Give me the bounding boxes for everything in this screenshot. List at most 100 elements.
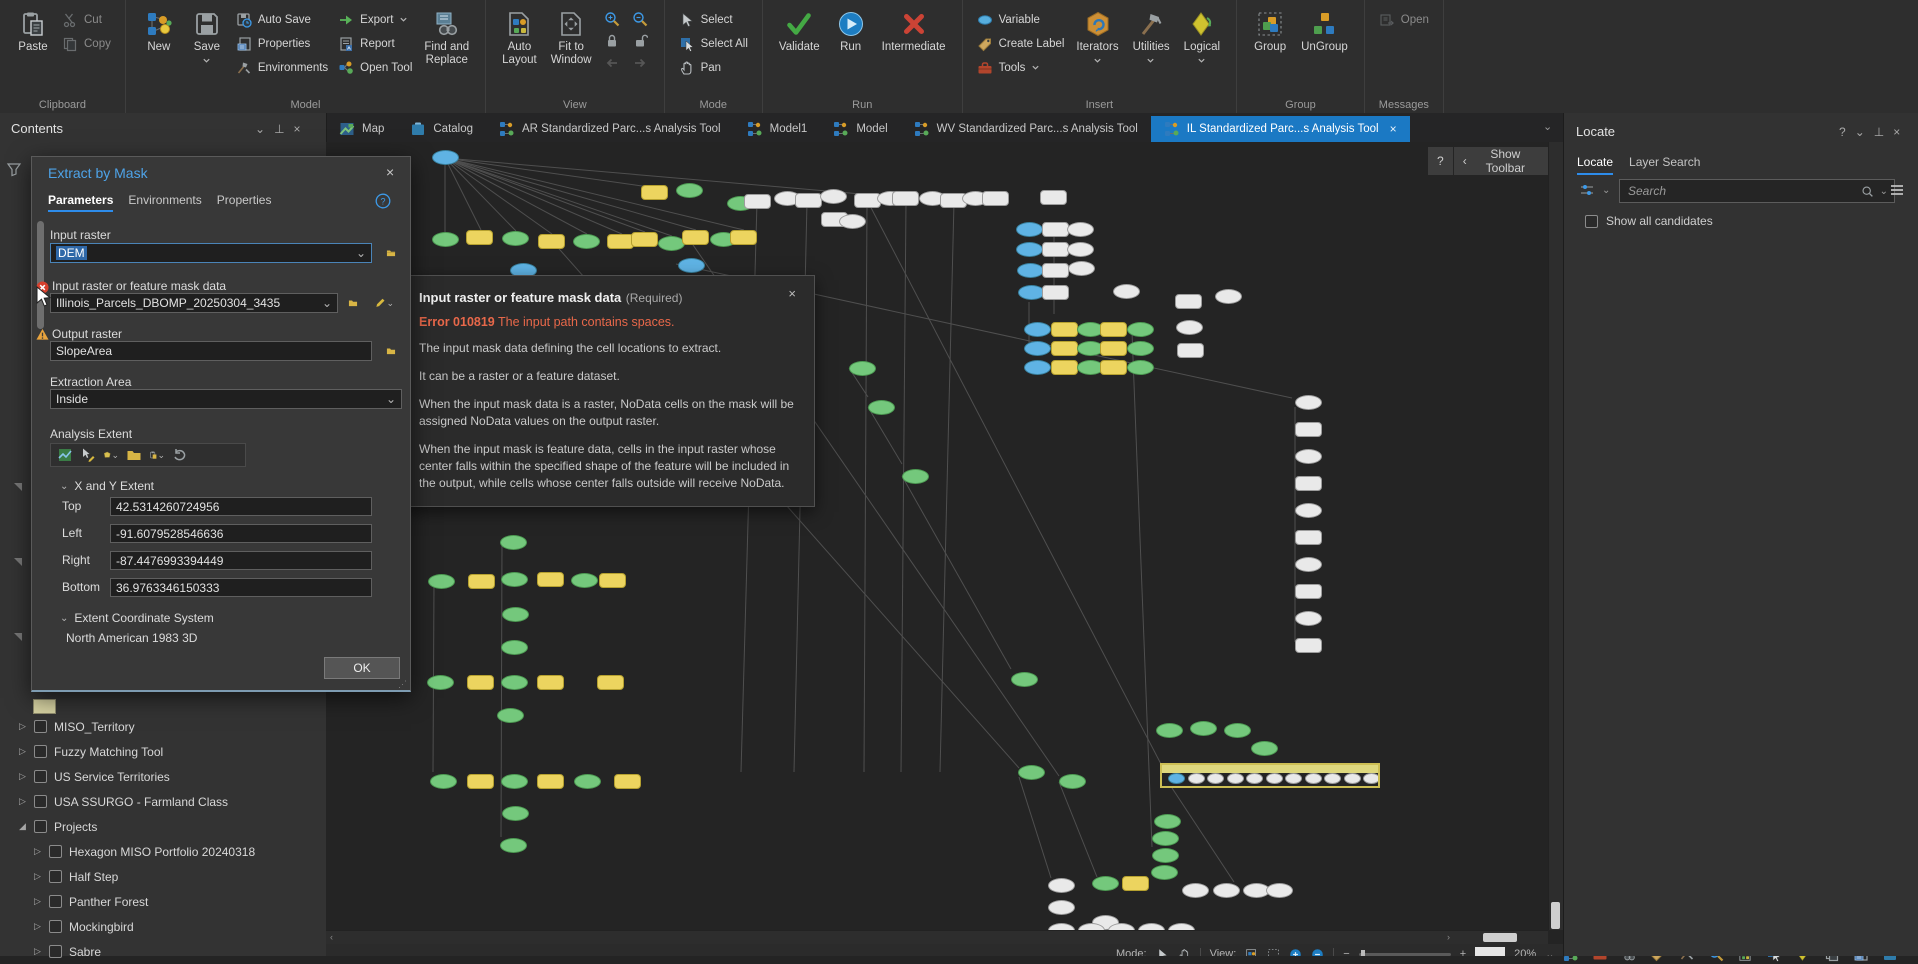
model-output-node[interactable] <box>497 708 524 723</box>
select-mode-icon[interactable] <box>1156 948 1169 956</box>
search-settings-icon[interactable] <box>1579 182 1595 198</box>
model-variable-node[interactable] <box>1016 222 1043 237</box>
model-output-node[interactable] <box>1251 741 1278 756</box>
model-unready-node[interactable] <box>1067 222 1094 237</box>
model-output-node[interactable] <box>502 231 529 246</box>
model-unready-node[interactable] <box>1226 773 1244 784</box>
tab-model1[interactable]: Model1 <box>734 116 821 142</box>
dialog-help-icon[interactable]: ? <box>375 193 391 209</box>
search-input[interactable] <box>1626 183 1855 199</box>
model-unready-node[interactable] <box>1042 263 1069 278</box>
tab-il-standardized-parc-s-analysis-tool[interactable]: IL Standardized Parc...s Analysis Tool × <box>1150 116 1410 142</box>
model-unready-node[interactable] <box>1042 242 1069 257</box>
model-output-node[interactable] <box>428 574 455 589</box>
model-output-node[interactable] <box>430 774 457 789</box>
model-output-node[interactable] <box>501 572 528 587</box>
extent-polygon-icon[interactable]: ⌄ <box>103 447 119 463</box>
zoomout-button[interactable] <box>630 10 652 28</box>
model-output-node[interactable] <box>502 806 529 821</box>
auto-layout-mini-icon[interactable] <box>1245 948 1258 956</box>
browse-folder-icon[interactable] <box>380 243 402 263</box>
tree-collapsed-icon[interactable]: ▷ <box>19 746 26 756</box>
model-unready-node[interactable] <box>1042 222 1069 237</box>
tab-ar-standardized-parc-s-analysis-tool[interactable]: AR Standardized Parc...s Analysis Tool <box>486 116 734 142</box>
ungroup-button[interactable]: UnGroup <box>1297 7 1352 56</box>
mask-combo[interactable]: Illinois_Parcels_DBOMP_20250304_3435 ⌄ <box>50 293 338 313</box>
fit-to-button[interactable]: Fit to Window <box>547 7 596 69</box>
layer-checkbox[interactable] <box>49 870 62 883</box>
model-unready-node[interactable] <box>1295 503 1322 518</box>
pan-mode-icon[interactable] <box>1178 948 1191 956</box>
extent-reset-icon[interactable] <box>172 447 188 463</box>
filter-funnel-icon[interactable] <box>6 161 22 177</box>
extent-draw-icon[interactable] <box>80 447 96 463</box>
model-variable-node[interactable] <box>1016 242 1043 257</box>
extent-top-input[interactable] <box>110 497 372 516</box>
model-unready-node[interactable] <box>1295 476 1322 491</box>
model-variable-node[interactable] <box>678 258 705 273</box>
tree-collapsed-icon[interactable]: ▷ <box>19 796 26 806</box>
edit-pencil-icon[interactable]: ⌄ <box>368 293 400 313</box>
model-variable-node[interactable] <box>1024 360 1051 375</box>
model-tool-node[interactable] <box>730 230 757 245</box>
model-output-node[interactable] <box>571 573 598 588</box>
save-button[interactable]: Save <box>186 7 228 68</box>
zoom-out-circle-icon[interactable] <box>1311 948 1324 956</box>
model-unready-node[interactable] <box>1295 422 1322 437</box>
xy-extent-collapse[interactable]: ⌄ X and Y Extent <box>60 479 155 493</box>
create-label-button[interactable]: Create Label <box>975 33 1067 54</box>
model-output-node[interactable] <box>1127 322 1154 337</box>
layer-checkbox[interactable] <box>34 720 47 733</box>
modelbuilder-canvas[interactable]: ? ‹ Show Toolbar <box>326 142 1548 930</box>
model-output-node[interactable] <box>1224 723 1251 738</box>
panel-close-icon[interactable]: × <box>293 122 301 136</box>
model-unready-node[interactable] <box>892 191 919 206</box>
dialog-tab-parameters[interactable]: Parameters <box>48 193 114 212</box>
zoom-minus[interactable]: − <box>1343 948 1350 956</box>
tree-item-mockingbird[interactable]: ▷ Mockingbird <box>0 914 326 939</box>
model-tool-node[interactable] <box>599 573 626 588</box>
logical-button[interactable]: Logical <box>1180 7 1224 68</box>
search-chevron-icon[interactable]: ⌄ <box>1879 185 1888 197</box>
intermediate-button[interactable]: Intermediate <box>878 7 950 56</box>
panel-chevron-icon[interactable]: ⌄ <box>1854 125 1865 139</box>
settings-chevron-icon[interactable]: ⌄ <box>1602 185 1611 196</box>
combo-chevron-icon[interactable]: ⌄ <box>385 392 396 406</box>
open-button[interactable]: Open <box>1377 9 1431 30</box>
model-unready-node[interactable] <box>1213 883 1240 898</box>
model-unready-node[interactable] <box>1295 611 1322 626</box>
tree-item-miso-territory[interactable]: ▷ MISO_Territory <box>0 714 326 739</box>
model-unready-node[interactable] <box>744 194 771 209</box>
model-unready-node[interactable] <box>1266 883 1293 898</box>
panel-close-icon[interactable]: × <box>1893 125 1901 139</box>
utilities-button[interactable]: Utilities <box>1129 7 1174 68</box>
model-tool-node[interactable] <box>537 774 564 789</box>
tooltip-close-icon[interactable]: × <box>782 285 802 302</box>
model-output-node[interactable] <box>432 232 459 247</box>
model-unready-node[interactable] <box>820 189 847 204</box>
model-output-node[interactable] <box>500 838 527 853</box>
properties-button[interactable]: Properties <box>234 33 330 54</box>
fit-window-mini-icon[interactable] <box>1267 948 1280 956</box>
model-output-node[interactable] <box>1154 814 1181 829</box>
model-unready-node[interactable] <box>1207 773 1224 784</box>
panel-help-icon[interactable]: ? <box>1839 125 1846 139</box>
model-variable-node[interactable] <box>432 150 459 165</box>
model-tool-node[interactable] <box>467 675 494 690</box>
tree-collapsed-icon[interactable]: ▷ <box>19 771 26 781</box>
tree-item-projects[interactable]: ◢ Projects <box>0 814 326 839</box>
model-unready-node[interactable] <box>1040 190 1067 205</box>
model-output-node[interactable] <box>1127 360 1154 375</box>
model-output-node[interactable] <box>849 361 876 376</box>
tree-collapsed-icon[interactable]: ▷ <box>34 846 41 856</box>
environments-button[interactable]: Environments <box>234 57 330 78</box>
panel-pin-icon[interactable]: ⊥ <box>274 122 285 136</box>
model-unready-node[interactable] <box>1295 638 1322 653</box>
layer-checkbox[interactable] <box>34 795 47 808</box>
tree-item-panther-forest[interactable]: ▷ Panther Forest <box>0 889 326 914</box>
model-unready-node[interactable] <box>1295 395 1322 410</box>
model-output-node[interactable] <box>676 183 703 198</box>
model-unready-node[interactable] <box>1182 883 1209 898</box>
unlock-button[interactable] <box>630 32 652 50</box>
model-tool-node[interactable] <box>607 234 634 249</box>
